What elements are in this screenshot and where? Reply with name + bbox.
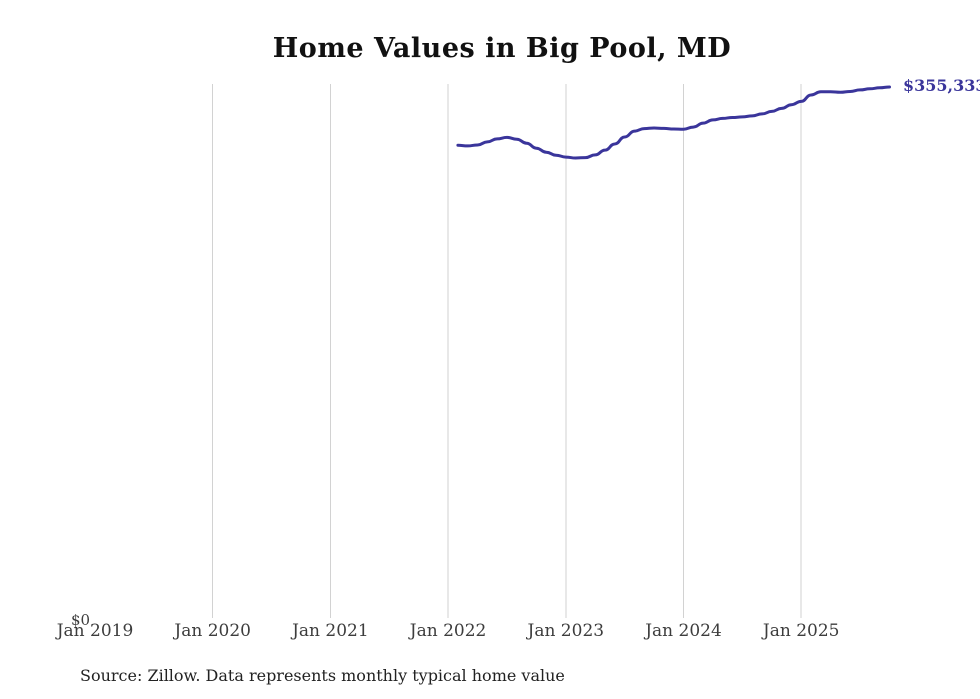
x-tick-label: Jan 2019	[56, 621, 134, 641]
y-axis-zero-label: $0	[71, 611, 91, 629]
x-tick-label: Jan 2025	[762, 621, 840, 641]
chart-title: Home Values in Big Pool, MD	[272, 33, 732, 64]
x-tick-label: Jan 2022	[409, 621, 487, 641]
source-note: Source: Zillow. Data represents monthly …	[80, 666, 565, 685]
home-value-line	[456, 85, 891, 160]
x-tick-label: Jan 2023	[527, 621, 605, 641]
x-tick-label: Jan 2021	[292, 621, 369, 641]
latest-value-label: $355,333	[903, 76, 980, 95]
x-tick-label: Jan 2020	[174, 621, 251, 641]
x-tick-label: Jan 2024	[645, 621, 722, 641]
